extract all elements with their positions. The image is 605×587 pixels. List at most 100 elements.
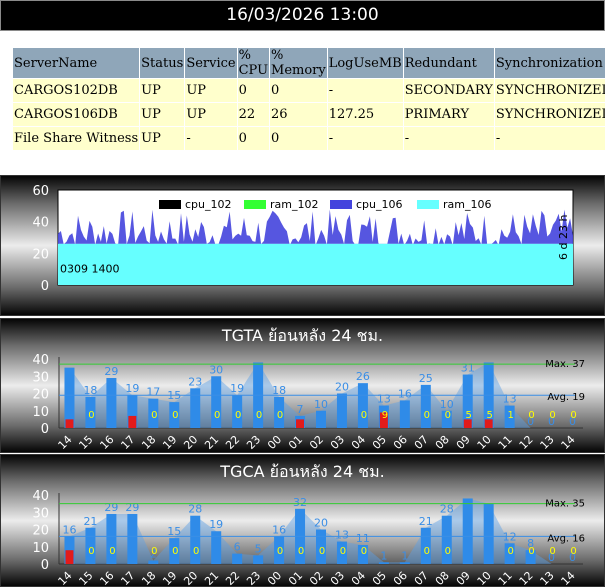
red-bar: [65, 419, 74, 428]
legend-label: ram_106: [443, 198, 491, 211]
bar-09: [462, 374, 473, 428]
x-tick-label: 10: [475, 433, 494, 452]
bar-11: [504, 405, 515, 428]
table-cell: 0: [236, 78, 271, 103]
yellow-value-label: 0: [172, 410, 178, 421]
avg-label: Avg. 16: [547, 533, 585, 544]
bar-value-label: 0: [569, 551, 576, 564]
bar-value-label: 5: [255, 542, 262, 555]
bar-16: [106, 377, 117, 428]
yellow-value-label: 0: [319, 546, 325, 557]
bar-14: [64, 367, 75, 428]
x-tick-label: 07: [412, 569, 431, 587]
bar-value-label: 28: [188, 503, 202, 516]
red-bar: [484, 419, 493, 428]
x-tick-label: 23: [244, 569, 263, 587]
yellow-value-label: 0: [235, 410, 241, 421]
col-header: % Memory: [269, 47, 328, 79]
table-cell: SYNCHRONIZED: [493, 102, 605, 127]
bar-03: [336, 541, 347, 564]
col-header: % CPU: [236, 47, 271, 79]
x-tick-label: 20: [181, 433, 200, 452]
bar-03: [336, 393, 347, 428]
bar-value-label: 23: [188, 375, 202, 388]
bar-07: [420, 527, 431, 564]
col-header: Redundant: [402, 47, 495, 79]
x-tick-label: 19: [160, 433, 179, 452]
x-tick-label: 01: [286, 569, 305, 587]
x-tick-label: 12: [517, 433, 536, 452]
table-cell: SECONDARY: [402, 78, 495, 103]
x-tick-label: 00: [265, 569, 284, 587]
table-cell: UP: [139, 78, 186, 103]
header-datetime: 16/03/2026 13:00: [226, 5, 379, 25]
x-tick-label: 22: [223, 569, 242, 587]
bar-18: [148, 560, 159, 564]
bar-value-label: 1: [401, 549, 408, 562]
x-tick-label: 13: [538, 433, 557, 452]
col-header: Status: [139, 47, 186, 79]
bar-value-label: 13: [335, 529, 349, 542]
bar-21: [211, 376, 222, 428]
bar-value-label: 15: [167, 525, 181, 538]
yellow-value-label: 0: [570, 410, 576, 421]
x-tick-label: 12: [517, 569, 536, 587]
y-tick-label: 20: [32, 388, 49, 403]
x-tick-label: 08: [433, 433, 452, 452]
x-tick-label: 15: [76, 433, 95, 452]
bar-19: [169, 402, 180, 428]
table-cell: File Share Witness: [11, 126, 141, 151]
max-label: Max. 37: [545, 359, 585, 370]
bar-value-label: 19: [230, 382, 244, 395]
header-bar: 16/03/2026 13:00: [0, 0, 605, 31]
table-row: File Share Witness UP - 0 0 - - -: [11, 126, 605, 151]
bar-18: [148, 398, 159, 428]
tgta-chart: TGTA ย้อนหลัง 24 ชม. 40 30 20 10 0 14 18 0 15 29 1…: [0, 318, 605, 453]
bar-11: [504, 543, 515, 564]
series-ram-106: [58, 243, 573, 285]
table-cell: 0: [269, 126, 328, 151]
bar-00: [274, 396, 285, 428]
x-tick-label: 03: [328, 433, 347, 452]
tgca-chart-title: TGCA ย้อนหลัง 24 ชม.: [220, 462, 385, 481]
x-tick-label: 08: [433, 569, 452, 587]
bar-00: [274, 536, 285, 564]
x-tick-label: 16: [97, 569, 116, 587]
table-cell: 22: [236, 102, 271, 127]
table-cell: -: [184, 126, 238, 151]
x-tick-label: 15: [76, 569, 95, 587]
yellow-value-label: 0: [256, 410, 262, 421]
x-tick-label: 22: [223, 433, 242, 452]
yellow-value-label: 0: [340, 546, 346, 557]
x-tick-label: 18: [139, 569, 158, 587]
bar-value-label: 18: [272, 384, 286, 397]
x-tick-label: 13: [538, 569, 557, 587]
bar-value-label: 16: [398, 387, 412, 400]
bar-value-label: 31: [461, 362, 475, 375]
bar-value-label: 18: [83, 384, 97, 397]
y-tick-label: 40: [32, 489, 49, 504]
y-tick-label: 40: [32, 216, 49, 231]
table-row: CARGOS102DB UP UP 0 0 - SECONDARY SYNCHR…: [11, 78, 605, 103]
bar-08: [441, 410, 452, 428]
bar-value-label: 2: [150, 548, 157, 561]
bar-17: [127, 395, 138, 428]
yellow-value-label: 0: [277, 546, 283, 557]
bar-20: [190, 515, 201, 564]
bar-19: [169, 538, 180, 564]
yellow-value-label: 5: [466, 410, 472, 421]
y-tick-label: 60: [32, 184, 49, 199]
y-tick-label: 20: [32, 247, 49, 262]
bar-value-label: 32: [293, 496, 307, 509]
col-header: Synchronization: [493, 47, 605, 79]
table-cell: -: [493, 126, 605, 151]
red-bar: [379, 412, 388, 428]
table-cell: -: [326, 126, 404, 151]
bar-value-label: 25: [419, 372, 433, 385]
bar-value-label: 0: [527, 415, 534, 428]
y-tick-label: 10: [32, 541, 49, 556]
bar-10: [483, 503, 494, 564]
x-tick-label: 14: [56, 569, 75, 587]
bar-21: [211, 531, 222, 564]
legend-swatch: [330, 200, 352, 209]
